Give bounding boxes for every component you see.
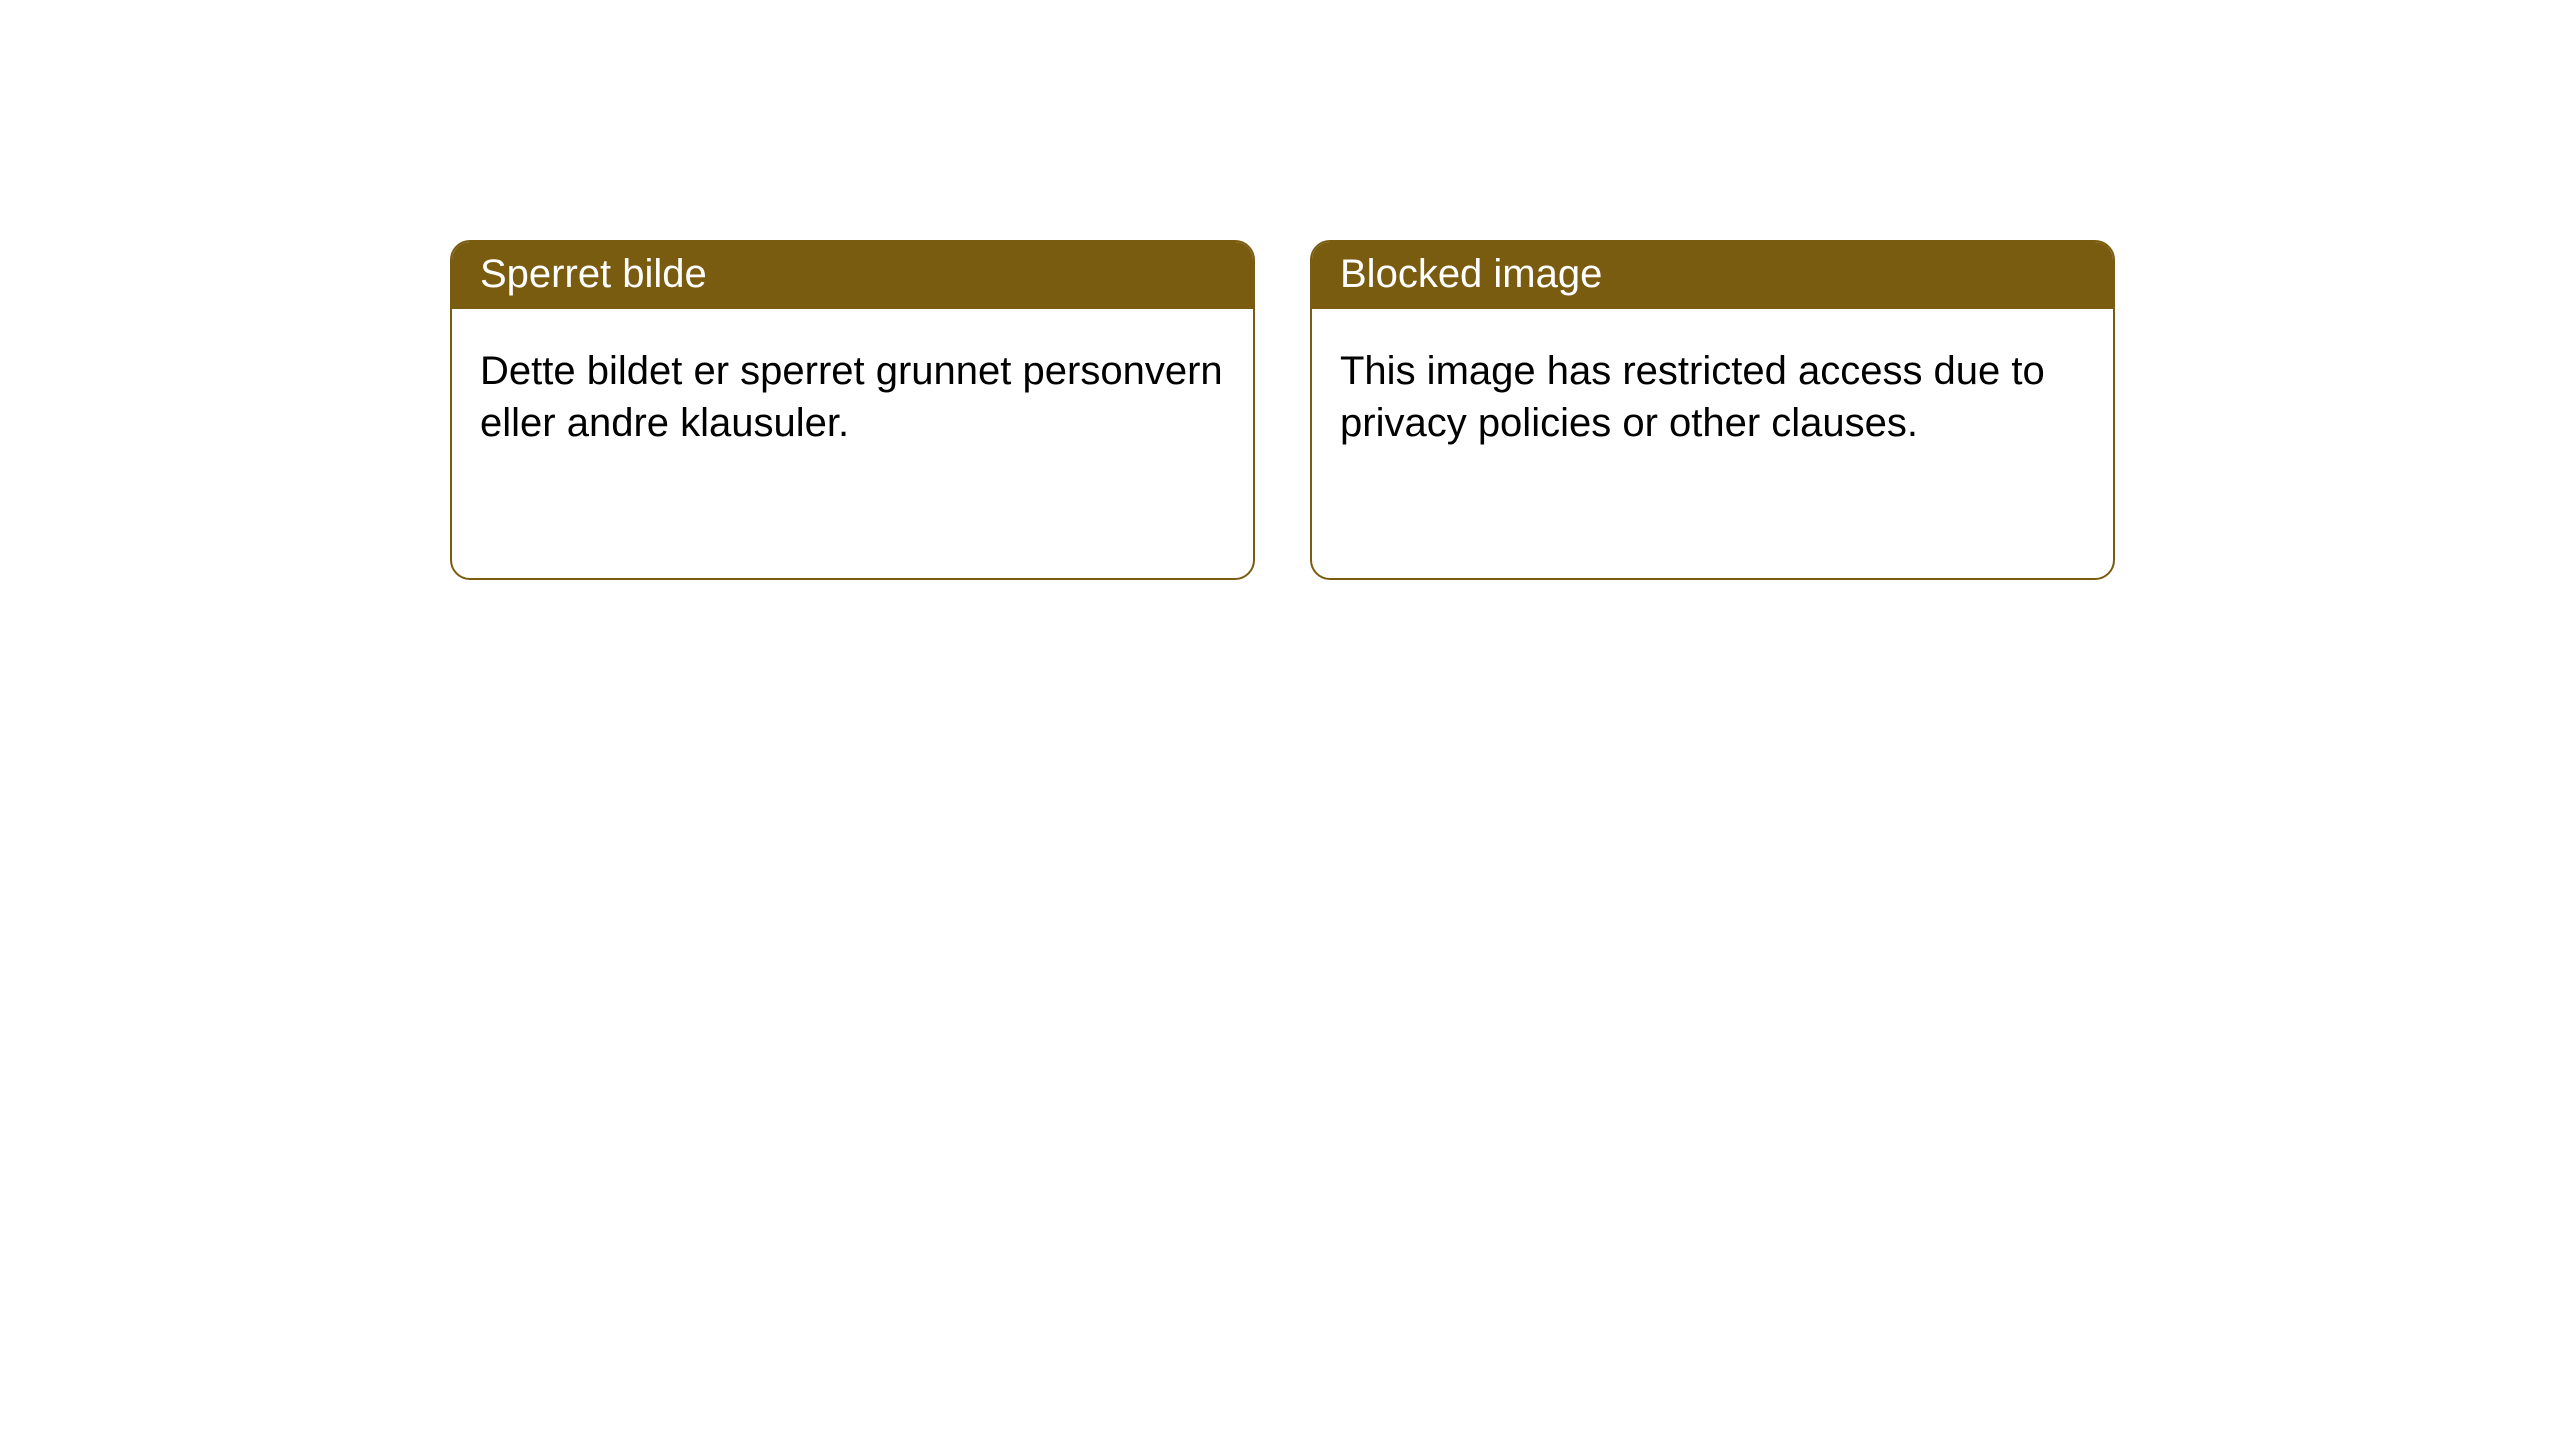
card-body: This image has restricted access due to …: [1312, 309, 2113, 485]
card-body-text: Dette bildet er sperret grunnet personve…: [480, 349, 1223, 445]
card-header: Sperret bilde: [452, 242, 1253, 309]
card-body-text: This image has restricted access due to …: [1340, 349, 2045, 445]
blocked-image-card-no: Sperret bilde Dette bildet er sperret gr…: [450, 240, 1255, 580]
notice-container: Sperret bilde Dette bildet er sperret gr…: [0, 0, 2560, 580]
card-title: Blocked image: [1340, 252, 1602, 296]
card-body: Dette bildet er sperret grunnet personve…: [452, 309, 1253, 485]
card-header: Blocked image: [1312, 242, 2113, 309]
card-title: Sperret bilde: [480, 252, 707, 296]
blocked-image-card-en: Blocked image This image has restricted …: [1310, 240, 2115, 580]
